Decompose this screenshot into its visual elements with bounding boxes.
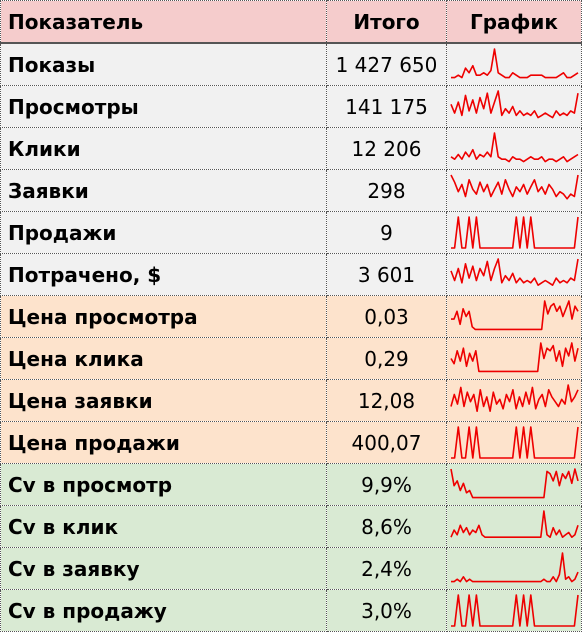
sparkline (450, 510, 579, 539)
sparkline-cell[interactable] (446, 505, 582, 548)
metric-total[interactable]: 141 175 (326, 85, 447, 128)
sparkline-cell[interactable] (446, 42, 582, 86)
metric-label[interactable]: Заявки (0, 169, 327, 212)
sparkline-series (450, 132, 579, 163)
sparkline (450, 132, 579, 163)
sparkline (451, 216, 579, 249)
table-row: Цена продажи 400,07 (0, 421, 582, 464)
metric-label[interactable]: Цена заявки (0, 379, 327, 422)
metric-total[interactable]: 8,6% (326, 505, 447, 548)
metric-label[interactable]: Cv в клик (0, 505, 327, 548)
sparkline-series (451, 552, 579, 583)
sparkline-cell[interactable] (446, 127, 582, 170)
sparkline (450, 468, 579, 499)
sparkline-cell[interactable] (446, 589, 582, 632)
table-row: Просмотры 141 175 (0, 85, 582, 128)
metric-total[interactable]: 9 (326, 211, 447, 254)
header-total[interactable]: Итого (326, 0, 447, 44)
sparkline-series (450, 90, 579, 119)
metric-total[interactable]: 3 601 (326, 253, 447, 296)
sparkline-cell[interactable] (446, 379, 582, 422)
header-metric[interactable]: Показатель (0, 0, 327, 44)
metric-label[interactable]: Продажи (0, 211, 327, 254)
table-row: Продажи 9 (0, 211, 582, 254)
table-row: Cv в заявку 2,4% (0, 547, 582, 590)
sparkline (450, 90, 579, 119)
sparkline-series (450, 258, 579, 287)
sparkline-cell[interactable] (446, 421, 582, 464)
metric-total[interactable]: 1 427 650 (326, 42, 447, 86)
sparkline (450, 342, 579, 373)
metric-total[interactable]: 9,9% (326, 463, 447, 506)
sparkline (451, 48, 579, 79)
sparkline-series (451, 216, 579, 249)
metric-total[interactable]: 400,07 (326, 421, 447, 464)
metric-label[interactable]: Цена просмотра (0, 295, 327, 338)
table-row: Cv в клик 8,6% (0, 505, 582, 548)
metric-label[interactable]: Цена клика (0, 337, 327, 380)
metric-label[interactable]: Цена продажи (0, 421, 327, 464)
table-row: Cv в продажу 3,0% (0, 589, 582, 632)
metric-total[interactable]: 298 (326, 169, 447, 212)
metric-label[interactable]: Потрачено, $ (0, 253, 327, 296)
header-row: Показатель Итого График (0, 0, 582, 44)
header-chart[interactable]: График (446, 0, 582, 44)
sparkline-series (450, 384, 579, 413)
sparkline-cell[interactable] (446, 295, 582, 338)
sparkline-series (451, 48, 579, 79)
sparkline (451, 552, 579, 583)
sparkline-cell[interactable] (446, 85, 582, 128)
sparkline (450, 384, 579, 413)
table-row: Показы 1 427 650 (0, 42, 582, 86)
metric-label[interactable]: Просмотры (0, 85, 327, 128)
sparkline-series (450, 510, 579, 539)
sparkline-series (450, 342, 579, 373)
table-row: Цена просмотра 0,03 (0, 295, 582, 338)
sparkline-cell[interactable] (446, 169, 582, 212)
sparkline-cell[interactable] (446, 211, 582, 254)
table-row: Потрачено, $3 601 (0, 253, 582, 296)
metric-total[interactable]: 0,03 (326, 295, 447, 338)
sparkline-series (450, 174, 579, 200)
sparkline-cell[interactable] (446, 463, 582, 506)
metric-label[interactable]: Показы (0, 42, 327, 86)
table-row: Клики 12 206 (0, 127, 582, 170)
metric-total[interactable]: 3,0% (326, 589, 447, 632)
sparkline-cell[interactable] (446, 253, 582, 296)
sparkline (450, 174, 579, 200)
sparkline-series (451, 300, 579, 331)
sparkline (451, 300, 579, 331)
metric-total[interactable]: 12,08 (326, 379, 447, 422)
sparkline-cell[interactable] (446, 337, 582, 380)
table-row: Цена заявки 12,08 (0, 379, 582, 422)
sparkline-series (450, 468, 579, 499)
metric-total[interactable]: 2,4% (326, 547, 447, 590)
metric-label[interactable]: Клики (0, 127, 327, 170)
metric-label[interactable]: Cv в заявку (0, 547, 327, 590)
sparkline-series (451, 594, 579, 627)
metric-label[interactable]: Cv в просмотр (0, 463, 327, 506)
sparkline (451, 594, 579, 627)
metric-total[interactable]: 0,29 (326, 337, 447, 380)
table-row: Цена клика 0,29 (0, 337, 582, 380)
sparkline-series (451, 426, 579, 459)
table-row: Cv в просмотр 9,9% (0, 463, 582, 506)
metric-label[interactable]: Cv в продажу (0, 589, 327, 632)
table-row: Заявки 298 (0, 169, 582, 212)
sparkline-cell[interactable] (446, 547, 582, 590)
sparkline (451, 426, 579, 459)
metric-total[interactable]: 12 206 (326, 127, 447, 170)
sparkline (450, 258, 579, 287)
